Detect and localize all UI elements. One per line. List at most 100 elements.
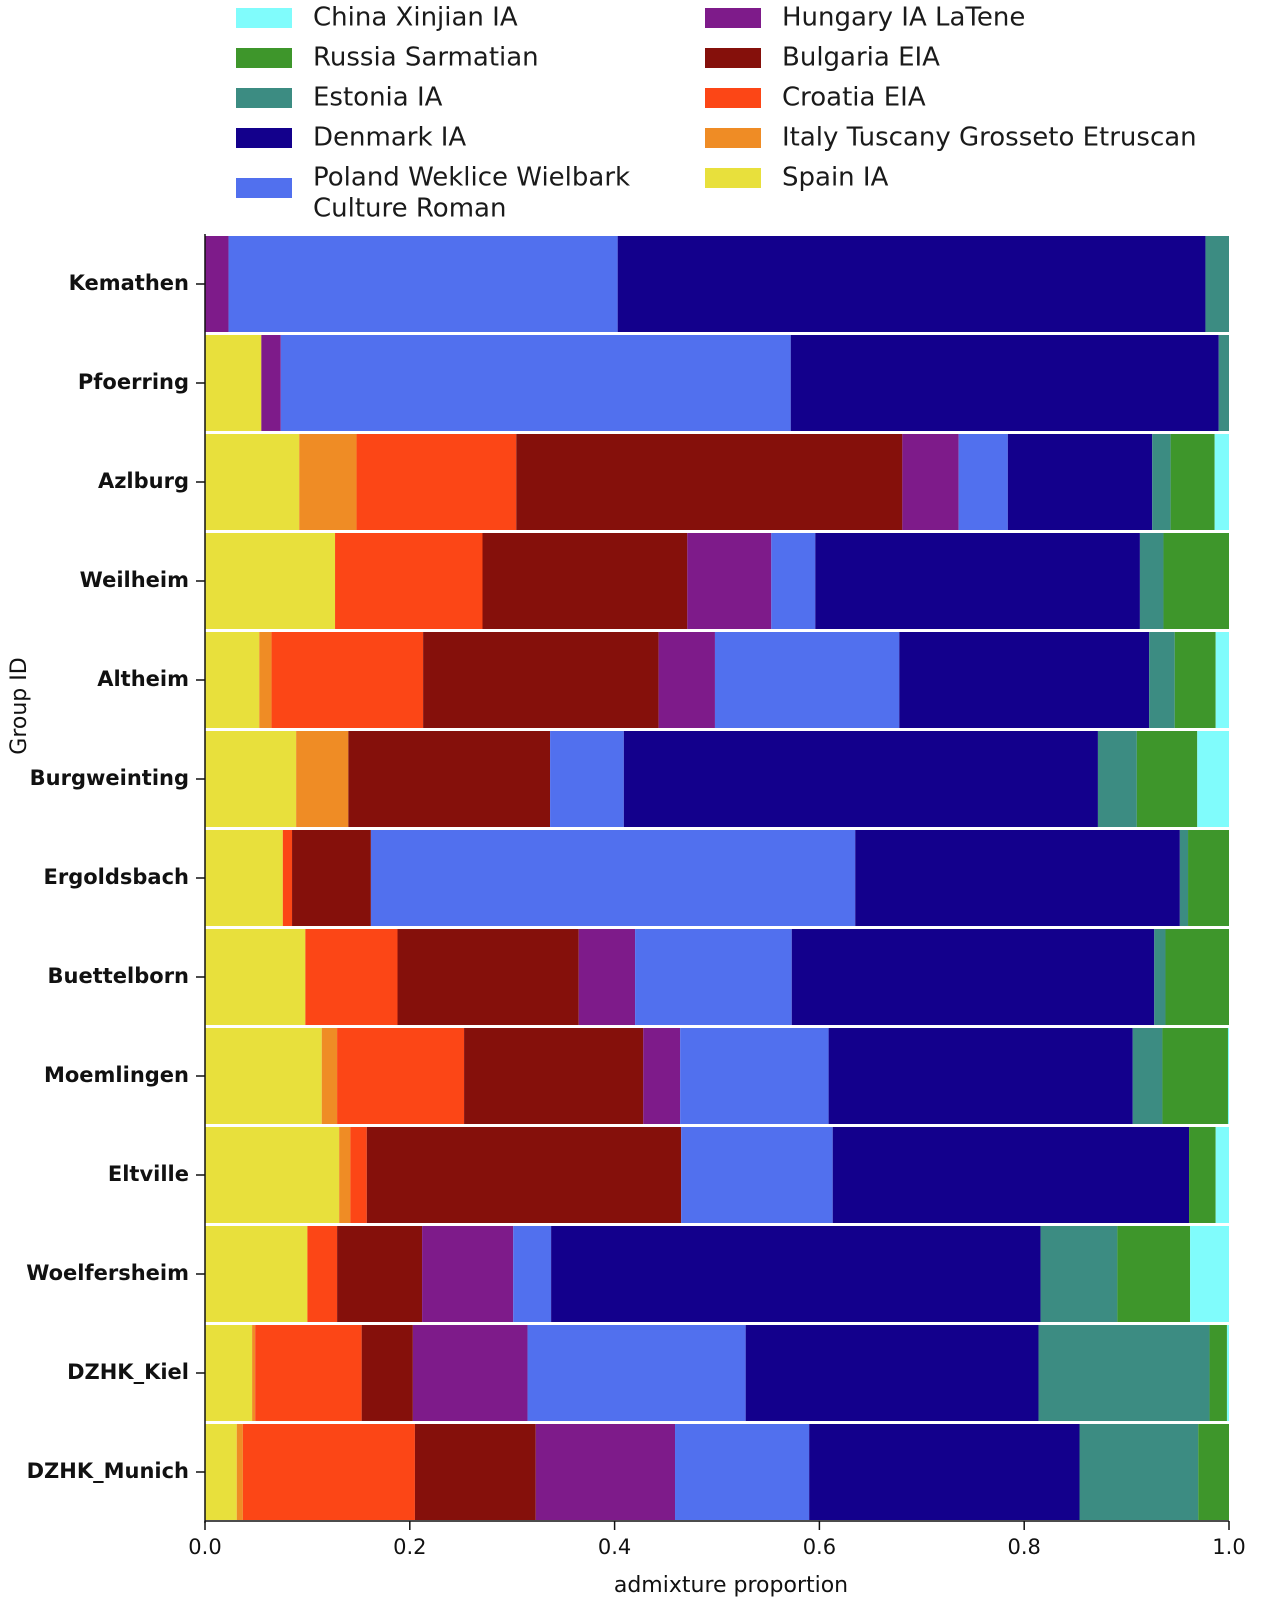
bar-eltville-russia-sarmatian xyxy=(1189,1127,1216,1223)
bar-weilheim-spain-ia xyxy=(205,533,336,629)
bar-buettelborn-denmark-ia xyxy=(791,929,1155,1025)
y-tick-label: Weilheim xyxy=(80,568,189,592)
bar-moemlingen-estonia-ia xyxy=(1132,1028,1163,1124)
legend-swatch xyxy=(705,168,761,188)
bar-dzhk-kiel-bulgaria-eia xyxy=(361,1325,413,1421)
bar-woelfersheim-estonia-ia xyxy=(1040,1226,1118,1322)
bar-kemathen-estonia-ia xyxy=(1205,236,1229,332)
y-tick-label: Ergoldsbach xyxy=(44,865,190,889)
bar-moemlingen-china-xinjian-ia xyxy=(1227,1028,1229,1124)
bar-burgweinting-italy-tuscany-grosseto-etruscan xyxy=(296,731,349,827)
legend-item-estonia-ia: Estonia IA xyxy=(236,83,443,113)
bar-azlburg-russia-sarmatian xyxy=(1170,434,1215,530)
legend-label: Denmark IA xyxy=(313,123,466,153)
bar-buettelborn-bulgaria-eia xyxy=(397,929,579,1025)
bar-eltville-poland-weklice-wielbark-culture-roman xyxy=(681,1127,833,1223)
bar-buettelborn-estonia-ia xyxy=(1154,929,1166,1025)
y-tick-label: Pfoerring xyxy=(78,370,189,394)
legend-item-russia-sarmatian: Russia Sarmatian xyxy=(236,43,539,73)
y-tick-label: Burgweinting xyxy=(30,766,189,790)
legend-item-croatia-eia: Croatia EIA xyxy=(705,83,926,113)
bar-pfoerring-spain-ia xyxy=(205,335,262,431)
bar-woelfersheim-poland-weklice-wielbark-culture-roman xyxy=(513,1226,552,1322)
bar-weilheim-estonia-ia xyxy=(1139,533,1164,629)
bar-burgweinting-poland-weklice-wielbark-culture-roman xyxy=(550,731,624,827)
bar-buettelborn-russia-sarmatian xyxy=(1165,929,1229,1025)
legend-label: Hungary IA LaTene xyxy=(782,3,1025,33)
bar-woelfersheim-hungary-ia-latene xyxy=(422,1226,514,1322)
bar-altheim-denmark-ia xyxy=(899,632,1150,728)
legend-swatch xyxy=(705,88,761,108)
legend: China Xinjian IA Russia Sarmatian Estonia … xyxy=(236,3,1197,224)
bar-kemathen-denmark-ia xyxy=(617,236,1206,332)
bar-dzhk-munich-hungary-ia-latene xyxy=(535,1424,676,1520)
x-axis: 0.0 0.2 0.4 0.6 0.8 1.0 xyxy=(188,1520,1246,1559)
bar-dzhk-kiel-russia-sarmatian xyxy=(1209,1325,1227,1421)
y-tick-label: DZHK_Munich xyxy=(27,1459,189,1483)
bar-altheim-croatia-eia xyxy=(271,632,424,728)
legend-swatch xyxy=(236,48,292,68)
bar-buettelborn-poland-weklice-wielbark-culture-roman xyxy=(635,929,792,1025)
legend-label: Italy Tuscany Grosseto Etruscan xyxy=(782,123,1197,153)
legend-label: Bulgaria EIA xyxy=(782,43,940,73)
bar-azlburg-estonia-ia xyxy=(1152,434,1171,530)
legend-item-italy-tuscany-grosseto-etruscan: Italy Tuscany Grosseto Etruscan xyxy=(705,123,1197,153)
bar-altheim-italy-tuscany-grosseto-etruscan xyxy=(259,632,272,728)
bar-moemlingen-poland-weklice-wielbark-culture-roman xyxy=(680,1028,829,1124)
bar-dzhk-munich-spain-ia xyxy=(205,1424,237,1520)
bar-buettelborn-croatia-eia xyxy=(305,929,398,1025)
x-tick-label: 1.0 xyxy=(1212,1535,1245,1559)
bar-altheim-spain-ia xyxy=(205,632,260,728)
bar-burgweinting-spain-ia xyxy=(205,731,297,827)
bar-weilheim-russia-sarmatian xyxy=(1163,533,1229,629)
y-tick-label: Kemathen xyxy=(69,271,189,295)
bar-moemlingen-denmark-ia xyxy=(828,1028,1133,1124)
bar-weilheim-denmark-ia xyxy=(815,533,1140,629)
bar-woelfersheim-croatia-eia xyxy=(307,1226,338,1322)
bar-pfoerring-hungary-ia-latene xyxy=(261,335,281,431)
bar-moemlingen-croatia-eia xyxy=(337,1028,465,1124)
bar-moemlingen-bulgaria-eia xyxy=(464,1028,644,1124)
legend-label: Spain IA xyxy=(782,163,889,193)
bar-ergoldsbach-denmark-ia xyxy=(855,830,1180,926)
bar-burgweinting-estonia-ia xyxy=(1097,731,1137,827)
bar-pfoerring-poland-weklice-wielbark-culture-roman xyxy=(280,335,791,431)
bar-ergoldsbach-croatia-eia xyxy=(282,830,293,926)
bar-azlburg-croatia-eia xyxy=(356,434,517,530)
bar-dzhk-kiel-spain-ia xyxy=(205,1325,253,1421)
legend-item-spain-ia: Spain IA xyxy=(705,163,889,193)
legend-label: China Xinjian IA xyxy=(313,3,518,33)
bar-altheim-russia-sarmatian xyxy=(1174,632,1216,728)
bar-dzhk-kiel-italy-tuscany-grosseto-etruscan xyxy=(252,1325,256,1421)
bar-moemlingen-hungary-ia-latene xyxy=(643,1028,681,1124)
bar-ergoldsbach-poland-weklice-wielbark-culture-roman xyxy=(370,830,856,926)
bar-ergoldsbach-spain-ia xyxy=(205,830,283,926)
y-tick-label: Woelfersheim xyxy=(26,1261,189,1285)
bar-dzhk-kiel-estonia-ia xyxy=(1038,1325,1210,1421)
legend-swatch xyxy=(236,178,292,198)
x-tick-label: 0.8 xyxy=(1007,1535,1040,1559)
bar-azlburg-china-xinjian-ia xyxy=(1214,434,1229,530)
bar-eltville-croatia-eia xyxy=(350,1127,367,1223)
bar-dzhk-munich-croatia-eia xyxy=(242,1424,415,1520)
bar-ergoldsbach-bulgaria-eia xyxy=(292,830,371,926)
legend-swatch xyxy=(236,128,292,148)
bar-moemlingen-italy-tuscany-grosseto-etruscan xyxy=(321,1028,338,1124)
legend-item-china-xinjian-ia: China Xinjian IA xyxy=(236,3,518,33)
bar-altheim-bulgaria-eia xyxy=(423,632,659,728)
bar-moemlingen-spain-ia xyxy=(205,1028,322,1124)
bar-ergoldsbach-russia-sarmatian xyxy=(1188,830,1229,926)
bar-woelfersheim-china-xinjian-ia xyxy=(1190,1226,1229,1322)
bar-weilheim-croatia-eia xyxy=(335,533,483,629)
bar-azlburg-hungary-ia-latene xyxy=(902,434,959,530)
bar-dzhk-munich-italy-tuscany-grosseto-etruscan xyxy=(236,1424,243,1520)
bar-buettelborn-spain-ia xyxy=(205,929,306,1025)
bar-weilheim-poland-weklice-wielbark-culture-roman xyxy=(771,533,816,629)
bar-eltville-china-xinjian-ia xyxy=(1215,1127,1229,1223)
legend-item-hungary-ia-latene: Hungary IA LaTene xyxy=(705,3,1025,33)
legend-item-bulgaria-eia: Bulgaria EIA xyxy=(705,43,940,73)
legend-label: Russia Sarmatian xyxy=(313,43,539,73)
legend-swatch xyxy=(236,8,292,28)
bar-dzhk-munich-bulgaria-eia xyxy=(414,1424,536,1520)
